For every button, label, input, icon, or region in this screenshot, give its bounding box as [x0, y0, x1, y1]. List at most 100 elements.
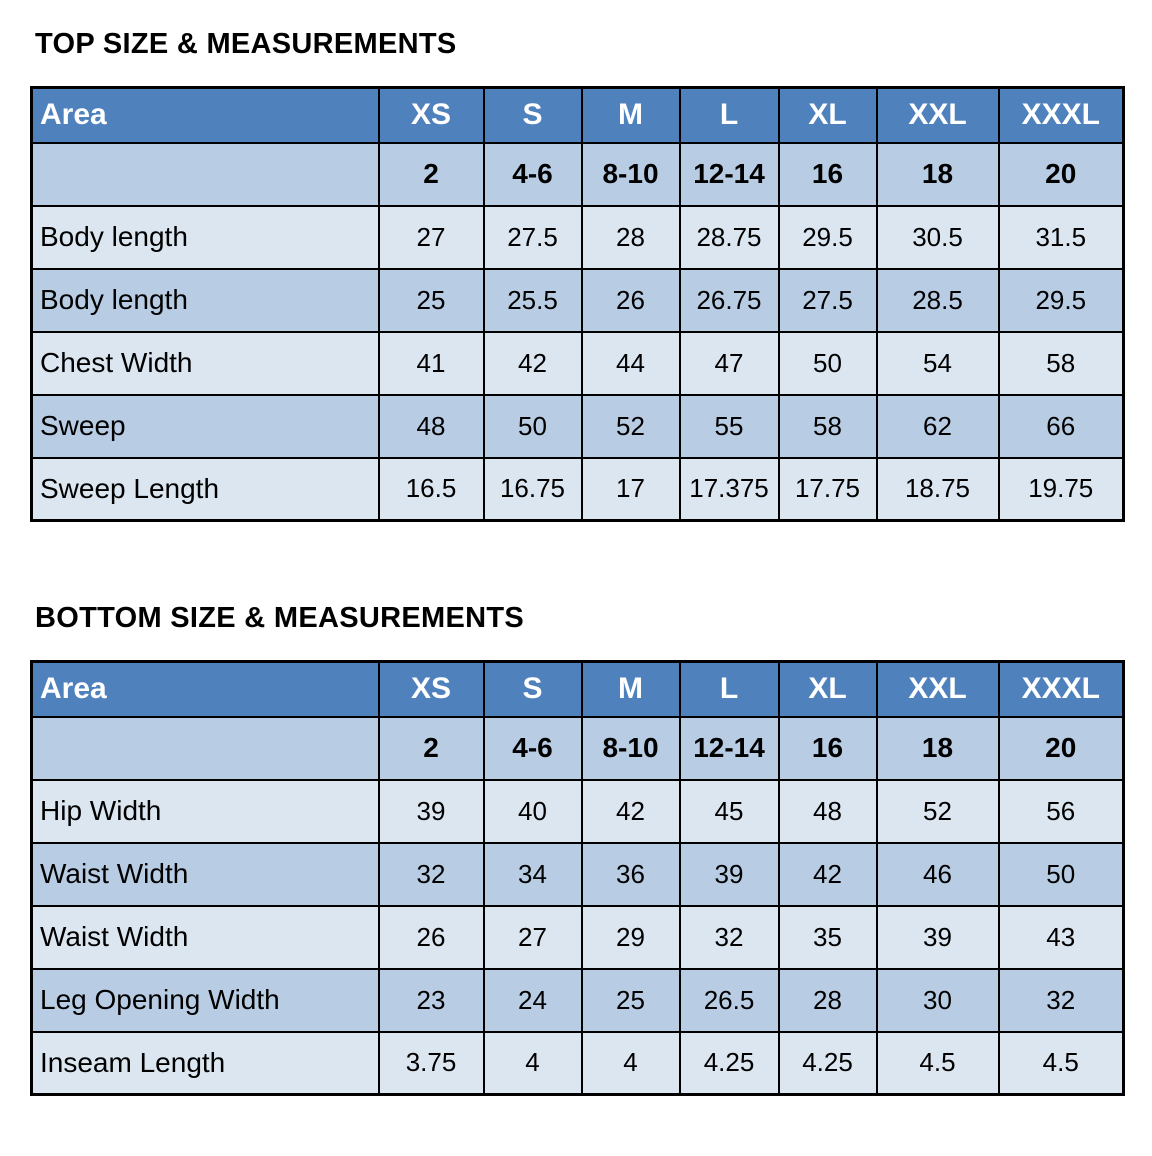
row-label: Body length: [30, 267, 380, 333]
size-column-header: XXXL: [997, 660, 1125, 718]
table-row: Sweep 48 50 52 55 58 62 66: [30, 393, 1125, 459]
measurement-cell: 52: [580, 393, 681, 459]
measurement-cell: 42: [777, 841, 878, 907]
measurement-cell: 42: [580, 778, 681, 844]
measurement-cell: 3.75: [377, 1030, 485, 1096]
measurement-cell: 26.5: [678, 967, 780, 1033]
area-column-header: Area: [30, 660, 380, 718]
measurement-cell: 17.75: [777, 456, 878, 522]
size-column-header: XXL: [875, 660, 1000, 718]
measurement-cell: 31.5: [997, 204, 1125, 270]
measurement-cell: 26: [377, 904, 485, 970]
measurement-cell: 46: [875, 841, 1000, 907]
top-size-table: Area XS S M L XL XXL XXXL 2 4-6 8-10 12-14 16 18 20 Bod…: [30, 86, 1125, 522]
row-label: Body length: [30, 204, 380, 270]
measurement-cell: 18.75: [875, 456, 1000, 522]
measurement-cell: 55: [678, 393, 780, 459]
measurement-cell: 36: [580, 841, 681, 907]
measurement-cell: 66: [997, 393, 1125, 459]
row-label: Inseam Length: [30, 1030, 380, 1096]
measurement-cell: 30.5: [875, 204, 1000, 270]
measurement-cell: 19.75: [997, 456, 1125, 522]
measurement-cell: 44: [580, 330, 681, 396]
measurement-cell: 17: [580, 456, 681, 522]
bottom-size-section: BOTTOM SIZE & MEASUREMENTS Area XS S M L XL XX…: [30, 602, 1125, 1096]
measurement-cell: 58: [997, 330, 1125, 396]
measurement-cell: 28.75: [678, 204, 780, 270]
measurement-cell: 56: [997, 778, 1125, 844]
measurement-cell: 50: [997, 841, 1125, 907]
size-number-cell: 2: [377, 715, 485, 781]
measurement-cell: 26.75: [678, 267, 780, 333]
measurement-cell: 27.5: [777, 267, 878, 333]
size-column-header: L: [678, 86, 780, 144]
size-column-header: L: [678, 660, 780, 718]
top-table-title: TOP SIZE & MEASUREMENTS: [35, 28, 457, 60]
size-column-header: XL: [777, 86, 878, 144]
measurement-cell: 4.25: [678, 1030, 780, 1096]
measurement-cell: 50: [482, 393, 583, 459]
size-number-cell: 12-14: [678, 715, 780, 781]
row-label: Hip Width: [30, 778, 380, 844]
size-chart-page: TOP SIZE & MEASUREMENTS Area XS S M L XL XXL XX…: [30, 28, 1125, 1096]
size-number-cell: 18: [875, 141, 1000, 207]
measurement-cell: 32: [678, 904, 780, 970]
table-row: Leg Opening Width 23 24 25 26.5 28 30 32: [30, 967, 1125, 1033]
measurement-cell: 25.5: [482, 267, 583, 333]
size-number-cell: 18: [875, 715, 1000, 781]
bottom-size-table: Area XS S M L XL XXL XXXL 2 4-6 8-10 12-14 16 18 20 Hip…: [30, 660, 1125, 1096]
measurement-cell: 39: [678, 841, 780, 907]
size-number-cell: 4-6: [482, 715, 583, 781]
measurement-cell: 58: [777, 393, 878, 459]
row-label: Leg Opening Width: [30, 967, 380, 1033]
measurement-cell: 4.5: [875, 1030, 1000, 1096]
measurement-cell: 25: [580, 967, 681, 1033]
measurement-cell: 43: [997, 904, 1125, 970]
row-label: Sweep: [30, 393, 380, 459]
measurement-cell: 62: [875, 393, 1000, 459]
measurement-cell: 29: [580, 904, 681, 970]
row-label: Chest Width: [30, 330, 380, 396]
table-row: Inseam Length 3.75 4 4 4.25 4.25 4.5 4.5: [30, 1030, 1125, 1096]
measurement-cell: 24: [482, 967, 583, 1033]
row-label: Waist Width: [30, 841, 380, 907]
table-row: Waist Width 32 34 36 39 42 46 50: [30, 841, 1125, 907]
area-column-header: Area: [30, 86, 380, 144]
size-column-header: XL: [777, 660, 878, 718]
measurement-cell: 52: [875, 778, 1000, 844]
header-row: Area XS S M L XL XXL XXXL: [30, 660, 1125, 718]
measurement-cell: 27.5: [482, 204, 583, 270]
measurement-cell: 25: [377, 267, 485, 333]
size-column-header: XS: [377, 86, 485, 144]
measurement-cell: 32: [377, 841, 485, 907]
empty-cell: [30, 141, 380, 207]
size-column-header: XXXL: [997, 86, 1125, 144]
measurement-cell: 39: [875, 904, 1000, 970]
measurement-cell: 40: [482, 778, 583, 844]
measurement-cell: 28.5: [875, 267, 1000, 333]
size-column-header: XS: [377, 660, 485, 718]
size-number-cell: 8-10: [580, 141, 681, 207]
table-row: Waist Width 26 27 29 32 35 39 43: [30, 904, 1125, 970]
size-column-header: M: [580, 86, 681, 144]
measurement-cell: 23: [377, 967, 485, 1033]
table-row: Chest Width 41 42 44 47 50 54 58: [30, 330, 1125, 396]
measurement-cell: 16.5: [377, 456, 485, 522]
measurement-cell: 28: [580, 204, 681, 270]
measurement-cell: 39: [377, 778, 485, 844]
measurement-cell: 54: [875, 330, 1000, 396]
row-label: Waist Width: [30, 904, 380, 970]
measurement-cell: 34: [482, 841, 583, 907]
measurement-cell: 17.375: [678, 456, 780, 522]
measurement-cell: 48: [777, 778, 878, 844]
size-column-header: XXL: [875, 86, 1000, 144]
size-number-cell: 20: [997, 715, 1125, 781]
measurement-cell: 30: [875, 967, 1000, 1033]
size-number-row: 2 4-6 8-10 12-14 16 18 20: [30, 715, 1125, 781]
measurement-cell: 4.5: [997, 1030, 1125, 1096]
size-column-header: S: [482, 86, 583, 144]
size-number-cell: 16: [777, 715, 878, 781]
measurement-cell: 47: [678, 330, 780, 396]
size-number-cell: 12-14: [678, 141, 780, 207]
size-number-cell: 16: [777, 141, 878, 207]
